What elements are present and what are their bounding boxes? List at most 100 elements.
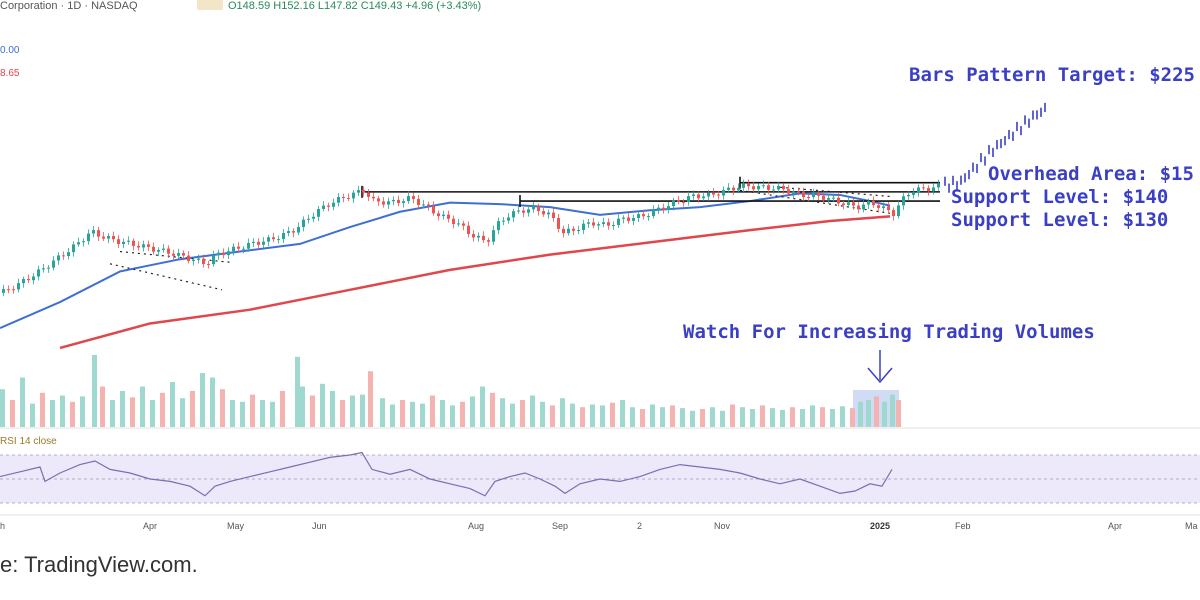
candle-body (117, 239, 120, 244)
candle-body (642, 214, 645, 217)
ma50-path (0, 192, 891, 329)
candle-body (467, 225, 470, 234)
candle-body (237, 246, 240, 249)
candle-body (702, 196, 705, 199)
month-label: Nov (714, 521, 731, 531)
candle-body (327, 205, 330, 207)
candle-body (747, 183, 750, 187)
candle-body (247, 242, 250, 249)
candle-body (452, 218, 455, 225)
candle-body (607, 222, 610, 226)
candle-body (577, 230, 580, 232)
month-label: May (227, 521, 245, 531)
candle-body (802, 191, 805, 198)
volume-bar (160, 392, 165, 427)
candle-body (877, 205, 880, 209)
candle-body (527, 209, 530, 213)
volume-bar (92, 355, 97, 427)
volume-bar (10, 400, 15, 427)
volume-bar (440, 400, 445, 427)
candle-body (717, 194, 720, 196)
candle-body (2, 289, 5, 293)
volume-bar (790, 407, 795, 427)
candle-body (282, 233, 285, 240)
candle-body (127, 240, 130, 242)
volume-bar (480, 386, 485, 427)
candle-body (722, 189, 725, 196)
month-label: Jun (312, 521, 327, 531)
candle-body (557, 218, 560, 229)
volume-bar (60, 395, 65, 427)
chart-title: Corporation · 1D · NASDAQ (0, 0, 138, 12)
candle-body (217, 252, 220, 256)
volume-bar (180, 398, 185, 427)
candle-body (647, 215, 650, 217)
candle-body (902, 196, 905, 206)
candle-body (542, 211, 545, 215)
price-chart[interactable] (0, 0, 1200, 550)
candle-body (242, 248, 245, 250)
volume-bar (190, 391, 195, 427)
volume-bar (350, 395, 355, 427)
dotted-trendline (109, 263, 223, 291)
candle-body (857, 205, 860, 210)
candle-body (202, 258, 205, 264)
ma50-value: 0.00 (0, 45, 20, 56)
candle-body (417, 198, 420, 206)
ohlc-readout: O148.59 H152.16 L147.82 C149.43 +4.96 (+… (228, 0, 482, 12)
volume-bar (866, 400, 871, 427)
candle-body (597, 224, 600, 226)
candle-body (522, 210, 525, 213)
candle-body (27, 278, 30, 281)
candle-body (832, 197, 835, 199)
candle-body (437, 213, 440, 217)
candle-body (552, 212, 555, 219)
candle-body (182, 253, 185, 256)
volume-bar (620, 400, 625, 427)
candle-body (402, 201, 405, 204)
volume-bar (400, 400, 405, 427)
volume-bar (760, 405, 765, 427)
month-label: 2 (637, 521, 643, 531)
volume-bar (640, 409, 645, 427)
candle-body (792, 191, 795, 194)
candle-body (107, 235, 110, 239)
volume-bar (20, 377, 25, 427)
candle-body (622, 217, 625, 219)
candle-body (617, 218, 620, 226)
candle-body (457, 223, 460, 225)
candle-body (442, 214, 445, 217)
candle-body (322, 205, 325, 210)
candle-body (612, 225, 615, 227)
candle-body (157, 249, 160, 252)
header-badge[interactable] (197, 0, 223, 10)
volume-bar (130, 397, 135, 427)
candle-body (152, 246, 155, 252)
candle-body (907, 194, 910, 197)
month-label: h (0, 521, 6, 531)
volume-bar (740, 407, 745, 427)
month-label: Aug (468, 521, 485, 531)
candle-body (477, 235, 480, 238)
candle-body (687, 196, 690, 203)
rsi-line (0, 451, 893, 497)
candle-body (147, 244, 150, 247)
volume-bar (720, 410, 725, 427)
volume-bar (320, 383, 325, 427)
candle-body (97, 230, 100, 237)
volume-bar (150, 400, 155, 427)
volume-bar (240, 401, 245, 427)
volume-bar (380, 398, 385, 427)
candle-body (482, 235, 485, 241)
volume-bar (450, 405, 455, 427)
volume-bar (390, 404, 395, 427)
ma50-line (0, 192, 891, 329)
volume-bar (680, 408, 685, 427)
volume-bar (200, 373, 205, 427)
candle-body (507, 217, 510, 221)
month-label: Apr (1108, 521, 1123, 531)
volume-bar (610, 402, 615, 427)
candle-body (587, 222, 590, 224)
candle-body (932, 187, 935, 192)
volume-bar (882, 401, 887, 427)
